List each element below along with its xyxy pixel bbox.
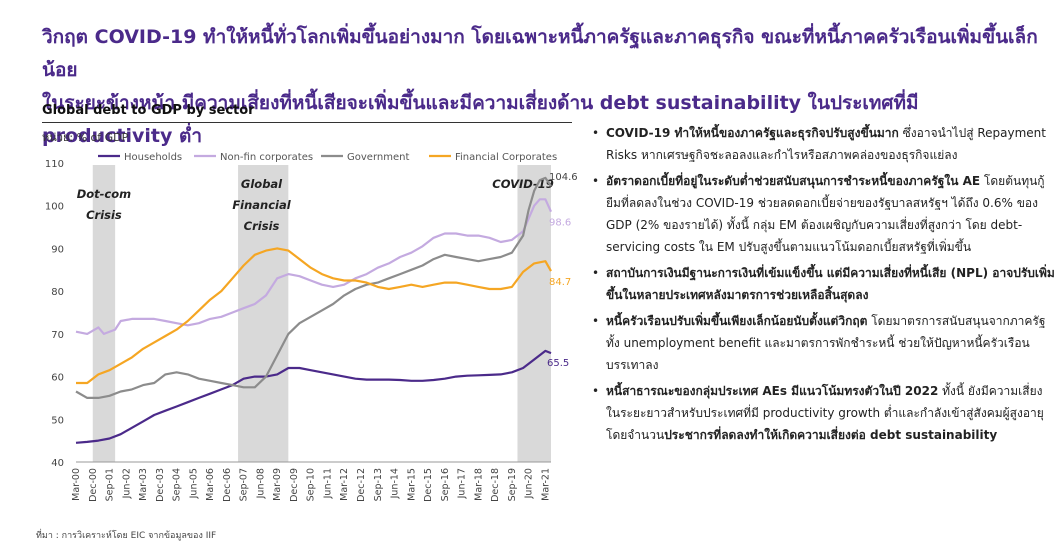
x-tick-label: Jun-02 — [121, 468, 132, 499]
bullet-list: • COVID-19 ทำให้หนี้ของภาครัฐและธุรกิจปร… — [590, 122, 1056, 450]
bullet-bold-text: หนี้ครัวเรือนปรับเพิ่มขึ้นเพียงเล็กน้อยน… — [606, 314, 868, 328]
x-tick-label: Mar-21 — [540, 468, 551, 501]
series-end-label: 98.6 — [549, 218, 571, 229]
y-tick-label: 50 — [51, 415, 64, 426]
legend-label: Non-fin corporates — [220, 152, 313, 163]
legend-label: Households — [124, 152, 182, 163]
x-tick-label: Dec-03 — [155, 468, 166, 502]
bullet-dot-icon: • — [592, 126, 600, 140]
series-line — [75, 198, 553, 335]
x-tick-label: Jun-05 — [188, 468, 199, 499]
shaded-period-label: Crisis — [244, 219, 280, 233]
unit-label: หน่วย: % of GDP — [42, 131, 129, 144]
bullet-bold-text: หนี้สาธารณะของกลุ่มประเทศ AEs มีแนวโน้มท… — [606, 384, 939, 398]
source-note: ที่มา : การวิเคราะห์โดย EIC จากข้อมูลของ… — [36, 531, 217, 541]
bullet-text: โดยมาตรการสนับสนุนจากภาครัฐ ทั้ง unemplo… — [606, 314, 1046, 372]
x-tick-label: Sep-13 — [373, 468, 384, 501]
x-tick-label: Sep-07 — [239, 468, 250, 501]
x-tick-label: Jun-11 — [322, 468, 333, 499]
bullet-text: ทั้งนี้ ยังมีความเสี่ยงในระยะยาวสำหรับปร… — [606, 384, 1044, 442]
x-tick-label: Mar-18 — [473, 468, 484, 501]
bullet-dot-icon: • — [592, 266, 600, 280]
bullet-item: • COVID-19 ทำให้หนี้ของภาครัฐและธุรกิจปร… — [590, 122, 1056, 166]
y-tick-label: 80 — [51, 287, 64, 298]
x-tick-label: Sep-01 — [105, 468, 116, 501]
bullet-text: โดยต้นทุนกู้ยืมที่ลดลงในช่วง COVID-19 ช่… — [606, 174, 1045, 254]
bullet-text: ซึ่งอาจนำไปสู่ Repayment Risks หากเศรษฐก… — [606, 126, 1046, 162]
chart-title: Global debt to GDP by sector — [42, 103, 255, 118]
shaded-period-label: Financial — [232, 198, 291, 212]
bullet-item: • สถาบันการเงินมีฐานะการเงินที่เข้มแข็งข… — [590, 262, 1056, 306]
bullet-item: • หนี้สาธารณะของกลุ่มประเทศ AEs มีแนวโน้… — [590, 380, 1056, 446]
y-tick-label: 60 — [51, 373, 64, 384]
x-tick-label: Jun-17 — [457, 468, 468, 499]
bullet-bold-text-2: ประชากรที่ลดลงทำให้เกิดความเสี่ยงต่อ deb… — [664, 428, 998, 442]
x-tick-label: Jun-20 — [524, 468, 535, 499]
x-tick-label: Mar-00 — [71, 468, 82, 501]
series-end-label: 84.7 — [549, 277, 571, 288]
y-tick-label: 90 — [51, 244, 64, 255]
x-tick-label: Dec-09 — [289, 468, 300, 502]
x-tick-label: Mar-15 — [406, 468, 417, 501]
shaded-period — [238, 165, 289, 462]
legend-label: Government — [347, 152, 409, 163]
y-tick-label: 70 — [51, 330, 64, 341]
bullet-bold-text: COVID-19 ทำให้หนี้ของภาครัฐและธุรกิจปรับ… — [606, 126, 899, 140]
x-tick-label: Dec-18 — [490, 468, 501, 502]
headline: วิกฤต COVID-19 ทำให้หนี้ทั่วโลกเพิ่มขึ้น… — [42, 21, 1052, 153]
x-tick-label: Dec-06 — [222, 468, 233, 502]
bullet-bold-text: อัตราดอกเบี้ยที่อยู่ในระดับต่ำช่วยสนับสน… — [606, 174, 981, 188]
shaded-period — [92, 165, 116, 462]
legend-label: Financial Corporates — [455, 152, 557, 163]
shaded-period-label: Crisis — [86, 208, 122, 222]
x-tick-label: Mar-06 — [205, 468, 216, 501]
series-line — [75, 349, 552, 444]
y-tick-label: 40 — [51, 458, 64, 469]
series-line — [75, 176, 552, 399]
shaded-period-label: Dot-com — [77, 187, 131, 201]
series-end-label: 65.5 — [547, 358, 569, 369]
bullet-dot-icon: • — [592, 174, 600, 188]
headline-line-2: ในระยะข้างหน้า มีความเสี่ยงที่หนี้เสียจะ… — [42, 92, 919, 147]
x-tick-label: Dec-12 — [356, 468, 367, 502]
headline-line-1: วิกฤต COVID-19 ทำให้หนี้ทั่วโลกเพิ่มขึ้น… — [42, 26, 1038, 81]
series-end-label: 104.6 — [549, 172, 578, 183]
bullet-dot-icon: • — [592, 384, 600, 398]
shaded-period — [517, 165, 551, 462]
y-tick-label: 110 — [45, 159, 64, 170]
x-tick-label: Sep-19 — [507, 468, 518, 501]
y-tick-label: 100 — [45, 202, 64, 213]
x-tick-label: Sep-16 — [440, 468, 451, 501]
bullet-item: • อัตราดอกเบี้ยที่อยู่ในระดับต่ำช่วยสนับ… — [590, 170, 1056, 258]
x-tick-label: Mar-09 — [272, 468, 283, 501]
shaded-period-label: Global — [241, 177, 283, 191]
x-tick-label: Mar-03 — [138, 468, 149, 501]
series-line — [76, 247, 552, 385]
x-tick-label: Jun-14 — [390, 468, 401, 499]
x-tick-label: Sep-10 — [306, 468, 317, 501]
bullet-bold-text: สถาบันการเงินมีฐานะการเงินที่เข้มแข็งขึ้… — [606, 266, 1055, 302]
bullet-dot-icon: • — [592, 314, 600, 328]
x-tick-label: Sep-04 — [172, 468, 183, 501]
x-tick-label: Mar-12 — [339, 468, 350, 501]
chart-title-rule — [42, 122, 572, 123]
x-tick-label: Dec-15 — [423, 468, 434, 502]
debt-line-chart: Dot-comCrisisGlobalFinancialCrisisCOVID-… — [45, 152, 578, 502]
x-tick-label: Dec-00 — [88, 468, 99, 502]
bullet-item: • หนี้ครัวเรือนปรับเพิ่มขึ้นเพียงเล็กน้อ… — [590, 310, 1056, 376]
x-tick-label: Jun-08 — [255, 468, 266, 499]
